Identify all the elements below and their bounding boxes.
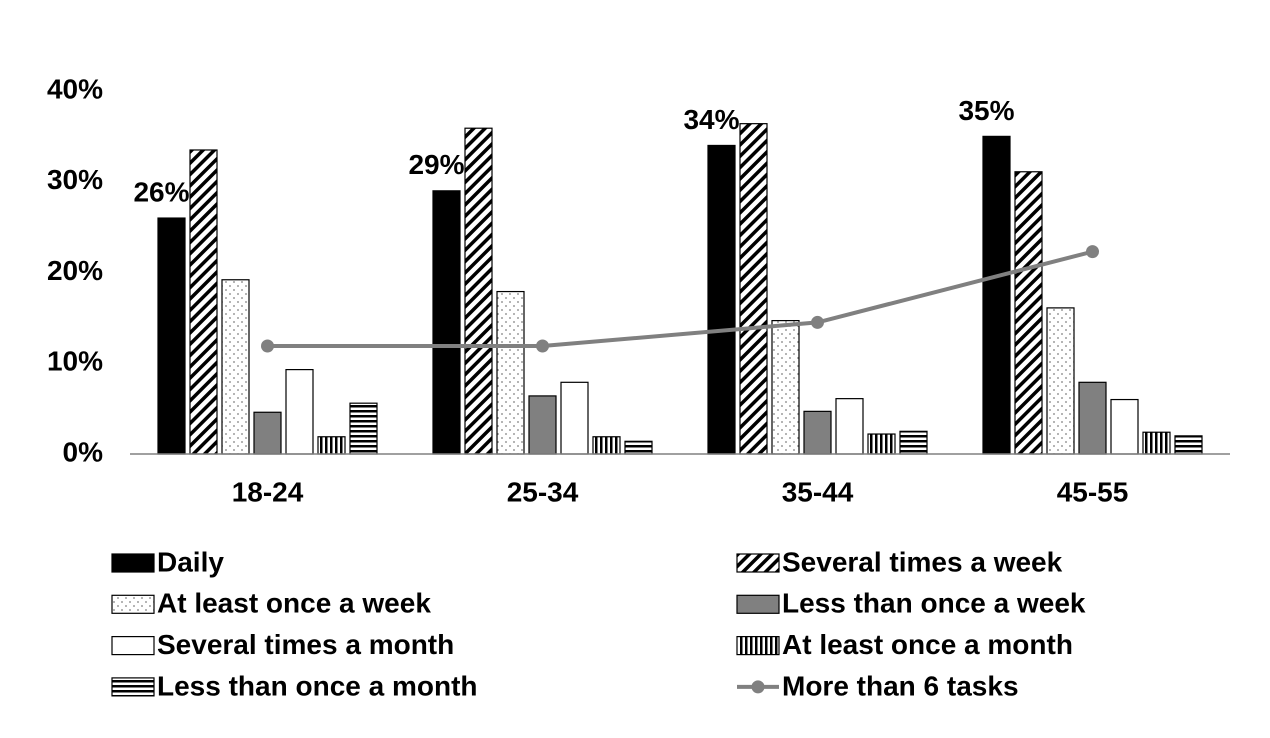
- legend-swatch: [736, 553, 780, 573]
- bar: [707, 144, 736, 455]
- x-tick-label: 45-55: [1057, 476, 1129, 507]
- legend-swatch: [111, 594, 155, 614]
- bar: [432, 190, 461, 455]
- data-label: 35%: [958, 95, 1014, 126]
- y-tick-label: 30%: [47, 164, 103, 195]
- bar: [771, 319, 800, 455]
- bar: [867, 433, 896, 455]
- data-label: 26%: [133, 176, 189, 207]
- legend-label: Less than once a month: [157, 670, 478, 701]
- line-marker: [261, 339, 274, 353]
- x-tick-label: 25-34: [507, 476, 579, 507]
- y-tick-label: 40%: [47, 73, 103, 104]
- bar: [592, 436, 621, 455]
- legend-label: More than 6 tasks: [782, 670, 1019, 701]
- y-tick-label: 10%: [47, 346, 103, 377]
- legend-swatch: [111, 635, 155, 656]
- bar: [1110, 398, 1139, 455]
- bar: [624, 440, 653, 455]
- legend-swatch: [111, 677, 155, 697]
- y-tick-label: 20%: [47, 255, 103, 286]
- bar: [1078, 381, 1107, 455]
- legend-label: Several times a month: [157, 629, 454, 660]
- legend-swatch: [751, 680, 765, 694]
- line-marker: [1086, 245, 1099, 259]
- legend-label: Several times a week: [782, 546, 1063, 577]
- legend-label: Daily: [157, 546, 224, 577]
- bar: [1142, 431, 1171, 455]
- line-marker: [536, 339, 549, 353]
- bar: [221, 279, 250, 455]
- bar: [285, 369, 314, 455]
- x-tick-label: 35-44: [782, 476, 854, 507]
- legend-label: At least once a month: [782, 629, 1073, 660]
- bar: [739, 123, 768, 455]
- bar: [317, 436, 346, 455]
- bar: [982, 135, 1011, 455]
- bar: [157, 217, 186, 455]
- bar: [349, 402, 378, 455]
- y-tick-label: 0%: [63, 436, 104, 467]
- data-label: 29%: [408, 149, 464, 180]
- x-tick-label: 18-24: [232, 476, 304, 507]
- legend-swatch: [736, 594, 780, 614]
- legend-swatch: [736, 635, 780, 656]
- legend-swatch: [111, 553, 155, 573]
- bar: [803, 410, 832, 455]
- bar: [253, 411, 282, 455]
- line: [267, 249, 1093, 349]
- bar: [560, 381, 589, 455]
- data-label: 34%: [683, 104, 739, 135]
- bar: [496, 290, 525, 455]
- bar: [1046, 307, 1075, 455]
- bar: [1014, 171, 1043, 455]
- bar: [835, 398, 864, 455]
- legend-label: Less than once a week: [782, 588, 1086, 619]
- bar: [899, 430, 928, 455]
- bar: [189, 149, 218, 455]
- line-marker: [811, 315, 824, 329]
- bar: [1174, 435, 1203, 455]
- legend-label: At least once a week: [157, 588, 431, 619]
- bar: [528, 395, 557, 455]
- bar: [464, 127, 493, 455]
